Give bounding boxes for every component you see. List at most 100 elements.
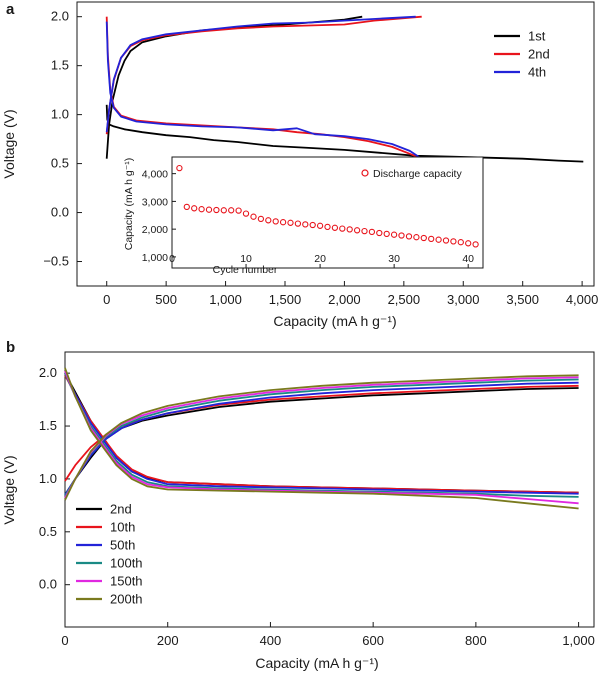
inset-point xyxy=(279,219,287,226)
panel-b-xtick-label: 1,000 xyxy=(562,633,595,648)
panel-b-series-200th-discharge-line xyxy=(64,367,579,510)
panel-b-ytick-label: 1.5 xyxy=(39,418,57,433)
inset-point xyxy=(287,219,294,226)
panel-b-xtick-label: 0 xyxy=(61,633,68,648)
panel-b-ytick-label: 0.0 xyxy=(39,577,57,592)
panel-b-xtick-label: 800 xyxy=(465,633,487,648)
panel-a-xtick-label: 1,500 xyxy=(269,292,302,307)
inset-xtick-label: 20 xyxy=(314,253,326,265)
inset-ticks: 0 10 20 30 40 1,000 2,000 3,000 4,000 xyxy=(142,169,474,268)
panel-b-series-50th-discharge-line xyxy=(64,372,579,495)
panel-a-xtick-label: 3,500 xyxy=(506,292,539,307)
panel-a-legend: 1st 2nd 4th xyxy=(494,29,550,80)
panel-a-frame xyxy=(76,1,595,287)
panel-a-xtick-label: 4,000 xyxy=(566,292,599,307)
panel-b-legend: 2nd 10th 50th 100th 150th 200th xyxy=(76,502,143,607)
inset-point xyxy=(191,205,198,212)
inset-ytick-label: 4,000 xyxy=(142,169,168,181)
panel-b-xtick-label: 400 xyxy=(260,633,282,648)
panel-b-legend-label: 50th xyxy=(110,538,135,553)
inset-xlabel: Cycle number xyxy=(213,264,278,276)
inset-point xyxy=(435,236,442,243)
panel-a-ytick-label: 0.5 xyxy=(51,156,69,171)
panel-a-xtick-label: 2,500 xyxy=(388,292,421,307)
panel-b-series-10th-discharge-line xyxy=(64,374,579,494)
inset-xtick-label: 10 xyxy=(240,253,252,265)
panel-b-ytick-label: 0.5 xyxy=(39,524,57,539)
panel-b-ytick-label: 2.0 xyxy=(39,365,57,380)
inset-point xyxy=(465,240,472,247)
inset-point xyxy=(242,210,250,217)
panel-b-series-150th-discharge-line xyxy=(64,370,579,505)
inset-point xyxy=(376,229,383,237)
inset-point xyxy=(390,231,398,238)
panel-a-legend-label: 1st xyxy=(528,29,546,44)
inset-point xyxy=(228,207,235,214)
inset-point xyxy=(213,206,220,214)
inset-point xyxy=(205,206,213,213)
inset-point xyxy=(220,207,227,214)
inset-point xyxy=(339,225,346,232)
panel-b-frame xyxy=(64,351,595,628)
panel-b-legend-label: 10th xyxy=(110,520,135,535)
panel-b-legend-label: 150th xyxy=(110,574,143,589)
panel-b-series-200th-charge-line xyxy=(64,374,579,501)
panel-a-xtick-label: 500 xyxy=(155,292,177,307)
panel-a-legend-label: 2nd xyxy=(528,47,550,62)
panel-b-xtick-label: 600 xyxy=(362,633,384,648)
inset-point xyxy=(368,228,376,236)
inset-point xyxy=(198,206,205,213)
panel-a-ytick-label: 0.0 xyxy=(51,205,69,220)
panel-b: Capacity (mA h g⁻¹) Voltage (V) 0 200 400 6… xyxy=(1,351,595,671)
inset-point xyxy=(250,213,257,220)
panel-b-legend-label: 2nd xyxy=(110,502,132,517)
panel-b-xlabel: Capacity (mA h g⁻¹) xyxy=(255,655,378,671)
inset-point xyxy=(413,234,420,241)
inset-legend-marker xyxy=(361,169,369,177)
panel-a-ytick-label: 1.0 xyxy=(51,107,69,122)
panel-a-ytick-label: 1.5 xyxy=(51,58,69,73)
panel-label-a: a xyxy=(6,1,15,18)
inset-point xyxy=(183,203,190,211)
inset-point xyxy=(442,237,450,244)
inset-point xyxy=(405,233,413,240)
panel-a-xlabel: Capacity (mA h g⁻¹) xyxy=(273,313,396,329)
inset-xtick-label: 0 xyxy=(169,253,175,265)
panel-label-b: b xyxy=(6,339,15,356)
inset-ytick-label: 1,000 xyxy=(142,252,168,264)
panel-a-ytick-label: 2.0 xyxy=(51,9,69,24)
inset-xtick-label: 40 xyxy=(462,253,474,265)
panel-a-series-4th-charge-line xyxy=(105,15,416,133)
inset-ylabel: Capacity (mA h g⁻¹) xyxy=(123,158,135,251)
panel-b-series-2nd-charge-line xyxy=(64,387,579,496)
inset-point xyxy=(302,221,309,228)
inset-series xyxy=(176,164,479,248)
panel-a-xtick-label: 3,000 xyxy=(447,292,480,307)
inset-point xyxy=(235,207,242,214)
panel-a-ticks: 0 500 1,000 1,500 2,000 2,500 3,000 3,500 4,000 −… xyxy=(43,9,598,307)
panel-b-series-50th-charge-line xyxy=(64,381,579,496)
inset-xtick-label: 30 xyxy=(388,253,400,265)
inset-point xyxy=(353,227,361,234)
inset-point xyxy=(398,232,405,239)
panel-a-xtick-label: 2,000 xyxy=(328,292,361,307)
inset-point xyxy=(420,234,427,242)
inset-point xyxy=(331,224,339,231)
panel-a-series-1st-discharge-line xyxy=(105,104,584,163)
panel-a-series xyxy=(105,15,584,165)
panel-a-ytick-label: −0.5 xyxy=(43,254,69,269)
inset-point xyxy=(361,227,368,235)
panel-b-xtick-label: 200 xyxy=(157,633,179,648)
inset-point xyxy=(272,218,279,225)
inset-point xyxy=(316,222,324,229)
panel-a-series-4th-discharge-line xyxy=(105,21,423,160)
inset-point xyxy=(472,241,479,248)
panel-a: Capacity (mA h g⁻¹) Voltage (V) 0 500 1,00… xyxy=(1,1,598,329)
panel-b-ylabel: Voltage (V) xyxy=(1,455,17,524)
inset-legend-label: Discharge capacity xyxy=(373,168,462,180)
panel-a-xtick-label: 0 xyxy=(103,292,110,307)
panel-b-legend-label: 200th xyxy=(110,592,143,607)
inset-point xyxy=(428,235,435,243)
panel-b-series-100th-discharge-line xyxy=(64,372,579,498)
